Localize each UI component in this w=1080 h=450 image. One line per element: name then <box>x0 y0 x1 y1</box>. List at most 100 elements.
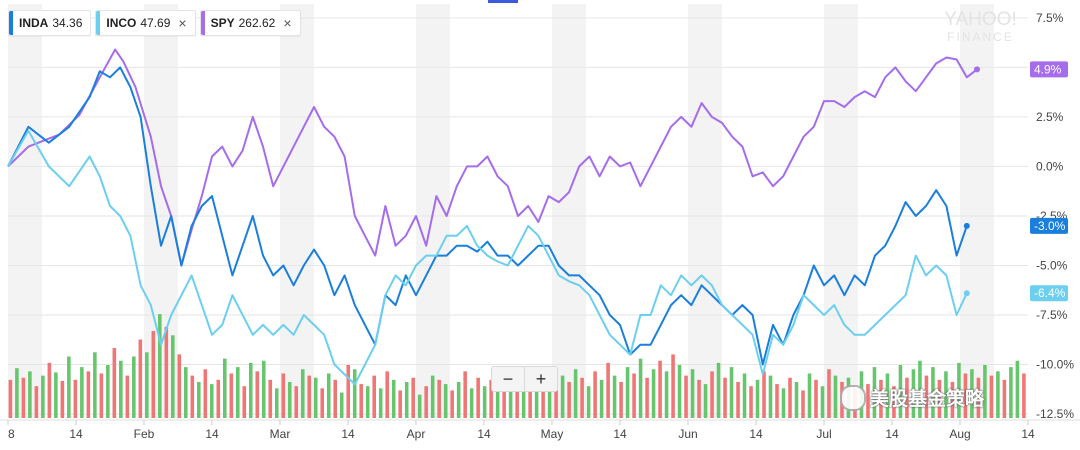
last-value-label: 4.9% <box>1034 62 1062 76</box>
volume-bar <box>931 367 935 418</box>
volume-bar <box>690 369 695 418</box>
volume-bar <box>197 381 201 418</box>
volume-bar <box>664 371 669 418</box>
volume-bar <box>541 379 545 418</box>
volume-bar <box>606 362 610 418</box>
volume-bar <box>119 360 123 418</box>
volume-bar <box>515 371 519 418</box>
volume-bar <box>80 367 84 418</box>
volume-bar <box>775 384 779 418</box>
volume-bar <box>222 358 227 418</box>
x-tick-label: Aug <box>949 427 970 441</box>
volume-bar <box>983 365 987 418</box>
volume-bar <box>814 379 818 418</box>
volume-bar <box>534 373 539 418</box>
volume-bar <box>158 314 162 418</box>
volume-bar <box>898 365 903 418</box>
volume-bar <box>469 388 474 418</box>
volume-bar <box>528 386 532 418</box>
volume-bar <box>976 377 981 418</box>
x-tick-label: 14 <box>205 427 219 441</box>
volume-bar <box>599 379 604 418</box>
volume-bar <box>729 367 734 418</box>
volume-bar <box>755 379 760 418</box>
volume-bar <box>463 371 467 418</box>
volume-bar <box>300 369 305 418</box>
x-tick-label: Feb <box>134 427 155 441</box>
zoom-out-button[interactable]: − <box>502 368 514 389</box>
zoom-controls: − + <box>491 366 558 392</box>
volume-bar <box>411 377 415 418</box>
volume-bar <box>833 375 838 418</box>
y-tick-label: 0.0% <box>1036 159 1064 173</box>
volume-bar <box>586 386 591 418</box>
volume-bar <box>106 365 110 418</box>
volume-bar <box>911 369 916 418</box>
volume-bar <box>73 379 78 418</box>
volume-bar <box>15 368 19 418</box>
volume-bar <box>944 371 948 418</box>
volume-bar <box>93 352 97 418</box>
legend-item-spy[interactable]: SPY 262.62 × <box>199 10 301 36</box>
volume-bar <box>567 381 571 418</box>
volume-bar <box>554 384 558 418</box>
volume-bar <box>216 379 221 418</box>
volume-bar <box>736 381 740 418</box>
inda-color-swatch <box>9 11 13 35</box>
volume-bar <box>957 362 961 418</box>
volume-bar <box>372 375 376 418</box>
series-endpoint <box>974 66 980 73</box>
volume-bar <box>801 390 805 418</box>
volume-bar <box>339 392 344 418</box>
volume-bar <box>580 377 584 418</box>
volume-bar <box>8 379 13 418</box>
volume-bar <box>716 362 721 418</box>
volume-bar <box>827 369 831 418</box>
inco-color-swatch <box>96 11 101 35</box>
volume-bar <box>866 384 870 418</box>
volume-bar <box>963 373 968 418</box>
volume-bar <box>268 379 273 418</box>
x-tick-label: 14 <box>749 427 763 441</box>
volume-bar <box>210 384 214 418</box>
volume-bar <box>970 369 974 418</box>
zoom-in-button[interactable]: + <box>524 367 557 391</box>
x-tick-label: 14 <box>341 427 355 441</box>
volume-bar <box>112 348 117 418</box>
volume-bar <box>781 388 786 418</box>
volume-bar <box>489 379 493 418</box>
volume-bar <box>320 388 325 418</box>
x-tick-label: 8 <box>8 427 15 441</box>
volume-bar <box>67 356 71 418</box>
volume-bar <box>723 377 727 418</box>
wechat-icon <box>840 384 866 411</box>
legend-item-inco[interactable]: INCO 47.69 × <box>95 10 196 36</box>
last-value-label: -3.0% <box>1034 219 1066 233</box>
close-icon[interactable]: × <box>178 15 187 31</box>
close-icon[interactable]: × <box>283 15 292 31</box>
volume-bar <box>378 388 383 418</box>
volume-bar <box>398 390 402 418</box>
volume-bar <box>547 388 552 418</box>
y-tick-label: -12.5% <box>1036 407 1074 421</box>
volume-bar <box>86 371 91 418</box>
volume-bar <box>742 373 747 418</box>
x-tick-label: Jun <box>678 427 697 441</box>
volume-bar <box>593 371 597 418</box>
y-tick-label: -7.5% <box>1036 308 1068 322</box>
volume-bar <box>625 367 630 418</box>
volume-bar <box>346 365 351 418</box>
volume-bar <box>521 377 526 418</box>
stamp-text: 美股基金策略 <box>870 389 985 410</box>
volume-bar <box>645 377 649 418</box>
shade-band <box>688 4 722 418</box>
volume-bar <box>989 375 994 418</box>
legend-item-inda[interactable]: INDA 34.36 <box>8 10 92 36</box>
watermark-line1: YAHOO! <box>944 9 1017 30</box>
volume-bar <box>502 381 506 418</box>
volume-bar <box>184 367 188 418</box>
volume-bar <box>820 386 825 418</box>
volume-bar <box>495 375 500 418</box>
volume-bar <box>274 388 279 418</box>
